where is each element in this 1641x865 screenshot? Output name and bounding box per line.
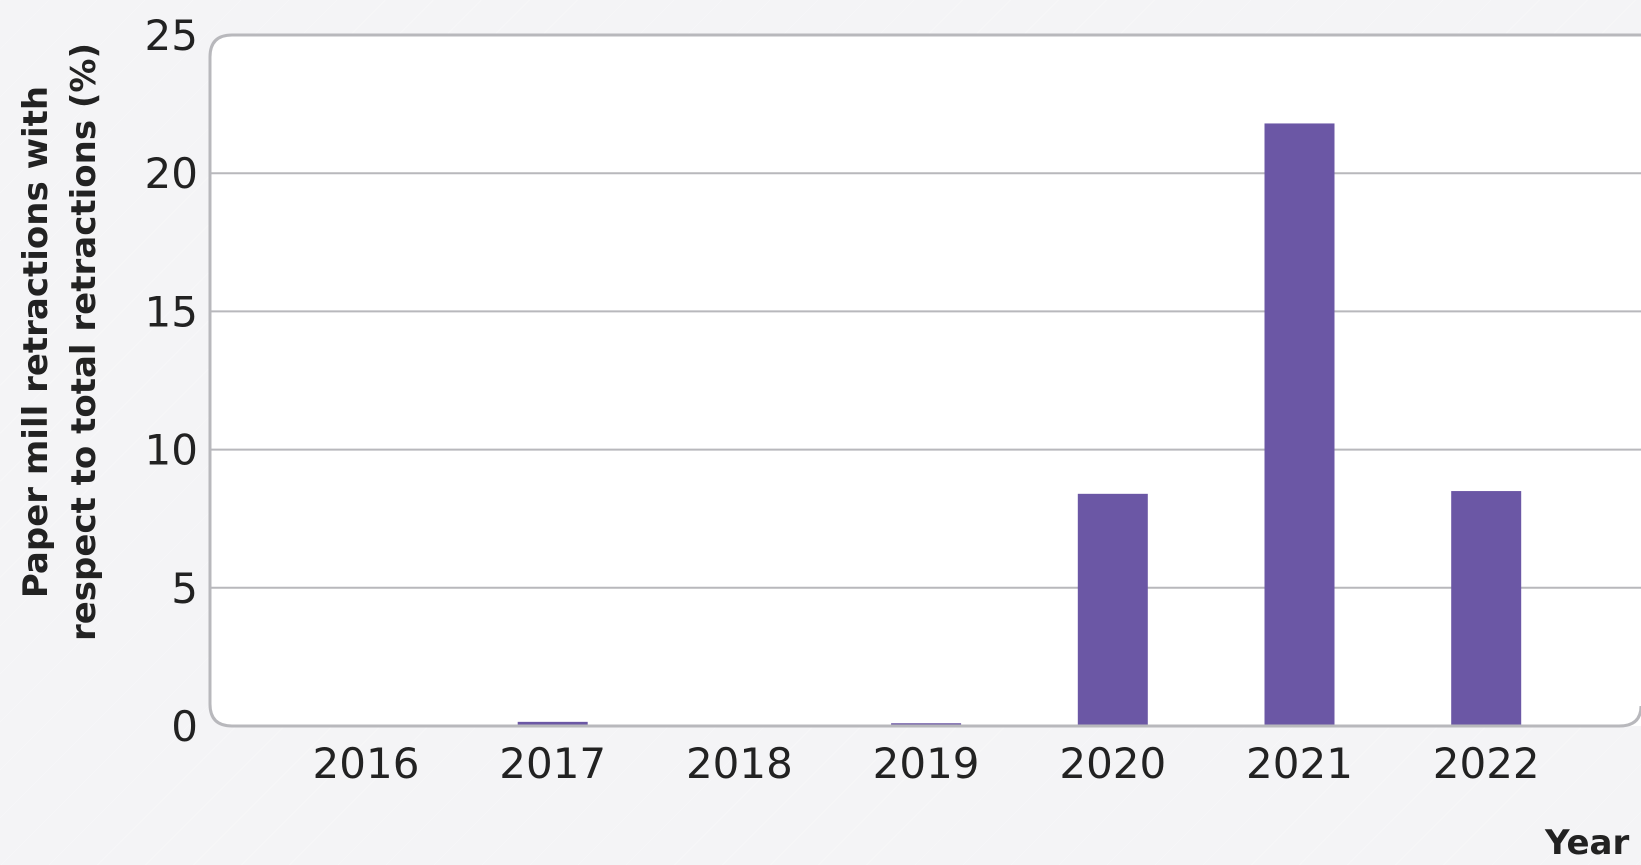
gridlines [210, 172, 1641, 589]
bar-2017 [517, 721, 588, 726]
y-tick-label-15: 15 [145, 287, 198, 336]
x-tick-label-2022: 2022 [1433, 739, 1540, 788]
x-tick-label-2016: 2016 [313, 739, 420, 788]
bar-2020 [1077, 493, 1148, 726]
plot-area [208, 33, 1641, 728]
bar-2021 [1264, 123, 1335, 726]
x-tick-labels: 2016 2017 2018 2019 2020 2021 2022 [313, 739, 1540, 788]
y-tick-label-5: 5 [171, 564, 198, 613]
bar-2022 [1451, 491, 1522, 726]
y-tick-label-20: 20 [145, 149, 198, 198]
x-tick-label-2017: 2017 [499, 739, 606, 788]
y-tick-label-25: 25 [145, 11, 198, 60]
y-axis-title-line-1: Paper mill retractions with [16, 86, 56, 598]
x-axis-title: Year [1544, 823, 1630, 863]
y-axis-title-line-2: respect to total retractions (%) [64, 43, 104, 641]
plot-frame [208, 33, 1641, 728]
plot-background [210, 35, 1641, 726]
x-tick-label-2020: 2020 [1059, 739, 1166, 788]
x-tick-label-2018: 2018 [686, 739, 793, 788]
x-axis: 2016 2017 2018 2019 2020 2021 2022 Year [313, 739, 1630, 863]
x-tick-label-2019: 2019 [873, 739, 980, 788]
y-axis: 0 5 10 15 20 25 Paper mill retractions with r… [16, 11, 198, 751]
y-tick-labels: 0 5 10 15 20 25 [145, 11, 198, 751]
y-tick-label-10: 10 [145, 426, 198, 475]
y-tick-label-0: 0 [171, 702, 198, 751]
x-tick-label-2021: 2021 [1246, 739, 1353, 788]
bars [331, 123, 1522, 726]
